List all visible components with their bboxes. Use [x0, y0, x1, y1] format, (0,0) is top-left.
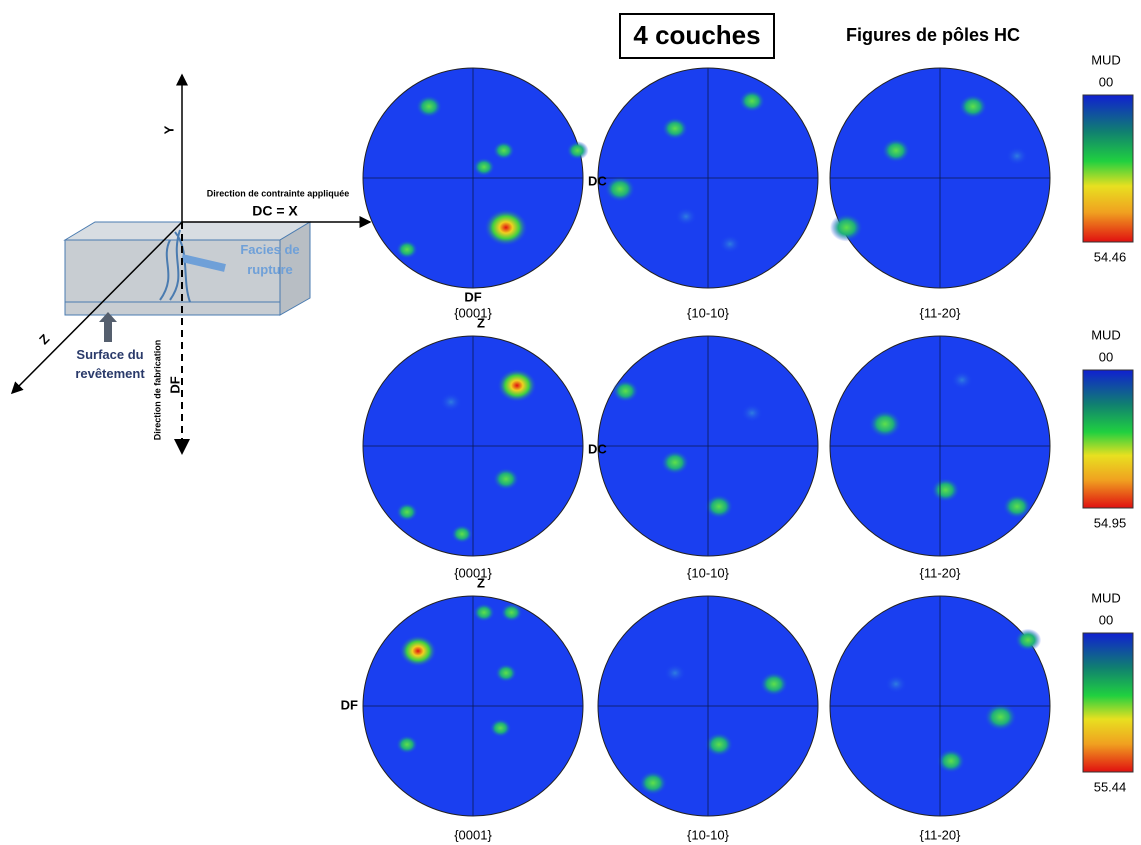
direction-label: DC — [588, 173, 607, 188]
direction-label: DF — [464, 289, 481, 304]
scale-title: MUD — [1091, 327, 1121, 342]
pole-spot — [830, 213, 863, 242]
pole-spot — [936, 748, 966, 774]
pole-spot — [885, 674, 907, 694]
scale-bottom: 54.95 — [1094, 515, 1127, 530]
schematic: Y Direction de contrainte appliquée DC =… — [10, 73, 372, 455]
figure-caption: {11-20} — [920, 827, 962, 842]
x-axis-caption: Direction de contrainte appliquée — [207, 188, 350, 198]
df-caption: Direction de fabrication — [152, 340, 162, 441]
figure-caption: {0001} — [454, 305, 492, 320]
pole-spot — [1002, 494, 1032, 519]
title-box — [619, 13, 775, 59]
pole-spot — [741, 403, 763, 423]
pole-spot — [604, 175, 636, 203]
color-bar — [1082, 94, 1134, 243]
figure-caption: {0001} — [454, 827, 492, 842]
pole-spot — [396, 735, 418, 754]
scale-top: 00 — [1099, 612, 1113, 627]
pole-spot — [675, 207, 697, 226]
pole-spot — [951, 370, 973, 390]
fracture-label: Facies de rupture — [240, 242, 300, 277]
pole-spot — [497, 368, 537, 403]
pole-spot — [664, 663, 686, 683]
pole-spot — [440, 392, 462, 412]
pole-spot — [415, 95, 443, 118]
pole-spot — [489, 718, 512, 738]
pole-spot — [931, 477, 960, 503]
pole-spot — [958, 94, 988, 119]
fracture-label-box: Facies de rupture — [240, 242, 300, 277]
scale-title: MUD — [1091, 52, 1121, 67]
pole-spot — [566, 141, 589, 160]
pole-spot — [719, 234, 741, 254]
title: 4 couches — [633, 20, 760, 50]
pole-spot — [492, 467, 520, 491]
pole-spot — [396, 240, 418, 259]
pole-spot — [396, 502, 418, 522]
direction-label: DC — [588, 441, 607, 456]
scale-top: 00 — [1099, 349, 1113, 364]
figure-caption: {10-10} — [687, 827, 730, 842]
surface-label: Surface du revêtement — [75, 347, 145, 381]
scale-title: MUD — [1091, 590, 1121, 605]
pole-spot — [660, 450, 690, 475]
pole-spot — [500, 603, 523, 622]
pole-spot — [759, 671, 789, 697]
surface-label-box: Surface du revêtement — [75, 347, 145, 381]
direction-label: Z — [477, 315, 485, 330]
pole-spot — [495, 663, 517, 683]
pole-spot — [704, 494, 734, 519]
figure-caption: {10-10} — [687, 305, 730, 320]
x-axis-label: DC = X — [252, 203, 298, 219]
direction-label: Z — [477, 575, 485, 590]
pole-spot — [868, 409, 902, 439]
pole-spot — [738, 89, 766, 113]
pole-spot — [451, 524, 473, 544]
pole-spot — [612, 379, 639, 403]
y-axis-label: Y — [161, 125, 176, 134]
subtitle: Figures de pôles HC — [846, 25, 1020, 45]
pole-spot — [473, 603, 495, 622]
color-bar — [1082, 632, 1134, 773]
scale-top: 00 — [1099, 74, 1113, 89]
pole-spot — [1014, 628, 1042, 652]
color-bar — [1082, 369, 1134, 509]
pole-spot — [492, 141, 515, 160]
pole-spot — [984, 702, 1017, 732]
figure-caption: {11-20} — [920, 565, 962, 580]
pole-spot — [881, 138, 911, 163]
figure-caption: {11-20} — [920, 305, 962, 320]
pole-spot — [661, 117, 689, 140]
figure-caption: {0001} — [454, 565, 492, 580]
pole-spot — [484, 208, 528, 247]
z-axis-label: Z — [36, 331, 52, 347]
pole-spot — [638, 770, 668, 796]
direction-label: DF — [341, 697, 358, 712]
pole-spot — [473, 157, 495, 177]
pole-spot — [399, 635, 437, 667]
figure-caption: {10-10} — [687, 565, 730, 580]
df-axis-label: DF — [167, 376, 182, 393]
pole-spot — [1006, 146, 1028, 166]
scale-bottom: 54.46 — [1094, 249, 1127, 264]
scale-bottom: 55.44 — [1094, 779, 1127, 794]
pole-spot — [704, 732, 734, 757]
